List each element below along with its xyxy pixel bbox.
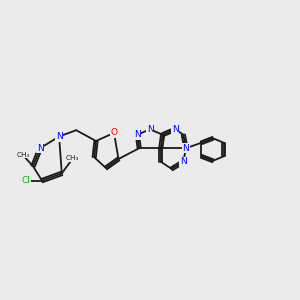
Text: N: N: [180, 157, 187, 166]
Text: N: N: [37, 144, 44, 153]
Text: N: N: [147, 125, 153, 134]
Text: N: N: [56, 132, 62, 141]
Text: N: N: [183, 144, 189, 153]
Text: CH₃: CH₃: [66, 155, 79, 161]
Text: Cl: Cl: [21, 176, 30, 185]
Text: O: O: [110, 128, 118, 137]
Text: CH₃: CH₃: [17, 152, 30, 158]
Text: N: N: [172, 125, 178, 134]
Text: N: N: [134, 130, 141, 139]
